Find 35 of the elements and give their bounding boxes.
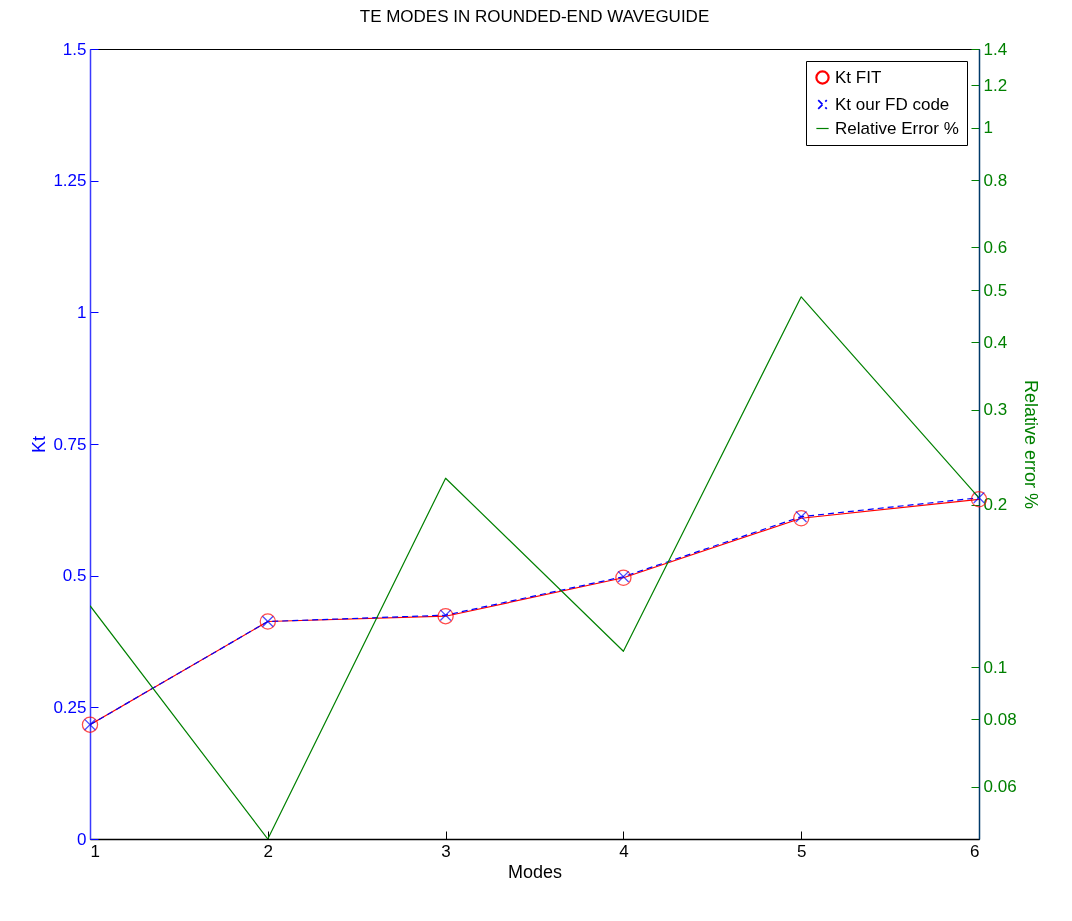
y2-tick-label: 0.4 xyxy=(983,332,1008,352)
y2-tick-label: 0.2 xyxy=(983,495,1008,515)
x-tick-label: 3 xyxy=(441,841,451,861)
y2-tick-label: 0.3 xyxy=(983,400,1008,420)
x-tick-label: 4 xyxy=(619,841,629,861)
point xyxy=(792,510,810,527)
y2-tick-label: 1.2 xyxy=(983,75,1008,95)
y-tick-label: 0.25 xyxy=(53,697,87,717)
y-tick-label: 0.5 xyxy=(62,566,87,586)
y2-tick-label: 1.4 xyxy=(983,39,1008,59)
x-tick-label: 6 xyxy=(970,841,980,861)
y-tick-label: 0 xyxy=(77,829,87,849)
legend-label: Kt our FD code xyxy=(835,94,950,114)
y2-tick-label: 0.6 xyxy=(983,237,1008,257)
y2-tick-label: 0.1 xyxy=(983,657,1008,677)
y-tick-label: 1.5 xyxy=(62,39,87,59)
x-tick-label: 5 xyxy=(796,841,807,861)
point xyxy=(795,510,808,523)
y-tick-label: 0.75 xyxy=(53,434,87,454)
legend-label: Relative Error % xyxy=(835,118,959,138)
x-tick-label: 1 xyxy=(90,841,100,861)
x-axis-title: Modes xyxy=(507,861,563,882)
y2-tick-label: 0.5 xyxy=(983,280,1008,300)
y2-tick-label: 0.8 xyxy=(983,170,1008,190)
x-tick-label: 2 xyxy=(263,841,274,861)
chart-title: TE MODES IN ROUNDED-END WAVEGUIDE xyxy=(359,7,710,26)
y2-axis-title: Relative error % xyxy=(1020,379,1041,510)
y2-tick-label: 0.08 xyxy=(983,709,1017,729)
line-series xyxy=(90,296,979,839)
y-tick-label: 1 xyxy=(77,302,87,322)
legend-label: Kt FIT xyxy=(835,67,882,87)
y-axis-title: Kt xyxy=(29,435,50,454)
y-tick-label: 1.25 xyxy=(53,171,87,191)
y2-tick-label: 1 xyxy=(983,118,993,138)
y2-tick-label: 0.06 xyxy=(983,777,1017,797)
